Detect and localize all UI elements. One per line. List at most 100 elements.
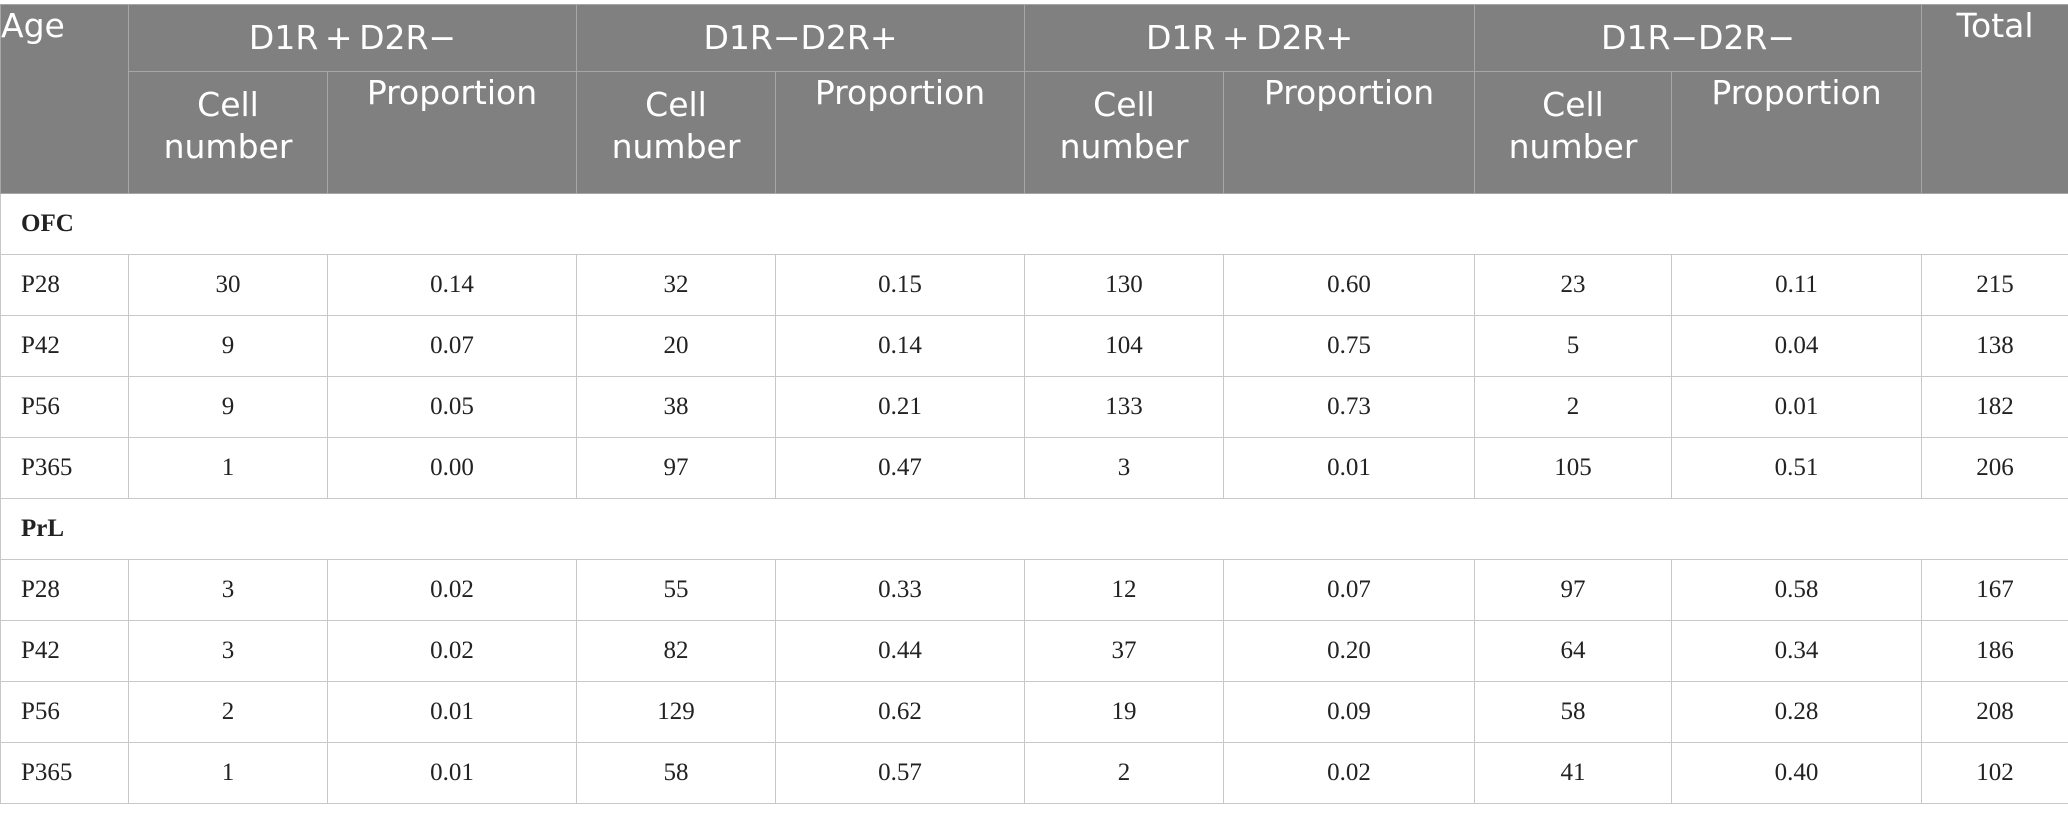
cell-number-cell: 133 bbox=[1024, 376, 1225, 438]
cell-number-cell: 9 bbox=[128, 315, 328, 377]
header-group-d1r-neg-d2r-neg: D1R−D2R− bbox=[1474, 4, 1923, 72]
age-cell: P365 bbox=[0, 437, 129, 499]
proportion-cell: 0.60 bbox=[1223, 254, 1476, 316]
cell-number-cell: 104 bbox=[1024, 315, 1225, 377]
cell-number-cell: 130 bbox=[1024, 254, 1225, 316]
age-cell: P28 bbox=[0, 254, 129, 316]
cell-number-cell: 3 bbox=[128, 559, 328, 621]
cell-number-cell: 5 bbox=[1474, 315, 1673, 377]
cell-number-cell: 12 bbox=[1024, 559, 1225, 621]
proportion-cell: 0.02 bbox=[327, 559, 577, 621]
cell-number-cell: 38 bbox=[576, 376, 776, 438]
proportion-cell: 0.40 bbox=[1671, 742, 1923, 804]
proportion-cell: 0.01 bbox=[327, 681, 577, 743]
proportion-cell: 0.57 bbox=[774, 742, 1026, 804]
cell-number-cell: 37 bbox=[1024, 620, 1225, 682]
total-cell: 167 bbox=[1921, 559, 2068, 621]
cell-number-cell: 55 bbox=[576, 559, 776, 621]
proportion-cell: 0.00 bbox=[327, 437, 577, 499]
age-cell: P365 bbox=[0, 742, 129, 804]
proportion-cell: 0.14 bbox=[327, 254, 577, 316]
total-cell: 102 bbox=[1921, 742, 2068, 804]
cell-number-cell: 129 bbox=[576, 681, 776, 743]
proportion-cell: 0.05 bbox=[327, 376, 577, 438]
cell-number-cell: 97 bbox=[576, 437, 776, 499]
cell-number-cell: 82 bbox=[576, 620, 776, 682]
total-cell: 206 bbox=[1921, 437, 2068, 499]
cell-number-cell: 2 bbox=[128, 681, 328, 743]
header-group-d1r-pos-d2r-neg: D1R + D2R− bbox=[128, 4, 577, 72]
section-label: OFC bbox=[0, 193, 2068, 255]
table-row: P42 3 0.02 82 0.44 37 0.20 64 0.34 186 bbox=[0, 620, 2068, 682]
table-row: P42 9 0.07 20 0.14 104 0.75 5 0.04 138 bbox=[0, 315, 2068, 377]
cell-number-cell: 64 bbox=[1474, 620, 1673, 682]
proportion-cell: 0.01 bbox=[327, 742, 577, 804]
cell-number-cell: 3 bbox=[128, 620, 328, 682]
table-row: P365 1 0.01 58 0.57 2 0.02 41 0.40 102 bbox=[0, 742, 2068, 804]
cell-number-cell: 1 bbox=[128, 742, 328, 804]
table-row: P365 1 0.00 97 0.47 3 0.01 105 0.51 206 bbox=[0, 437, 2068, 499]
cell-number-cell: 41 bbox=[1474, 742, 1673, 804]
proportion-cell: 0.34 bbox=[1671, 620, 1923, 682]
header-proportion: Proportion bbox=[1671, 71, 1923, 194]
proportion-cell: 0.14 bbox=[774, 315, 1026, 377]
section-row: PrL bbox=[0, 498, 2068, 560]
cell-number-cell: 2 bbox=[1024, 742, 1225, 804]
cell-number-cell: 23 bbox=[1474, 254, 1673, 316]
proportion-cell: 0.47 bbox=[774, 437, 1026, 499]
age-cell: P56 bbox=[0, 376, 129, 438]
proportion-cell: 0.07 bbox=[1223, 559, 1476, 621]
cell-number-cell: 9 bbox=[128, 376, 328, 438]
proportion-cell: 0.09 bbox=[1223, 681, 1476, 743]
data-table: Age D1R + D2R− D1R−D2R+ D1R + D2R+ D1R−D… bbox=[0, 4, 2068, 804]
section-label: PrL bbox=[0, 498, 2068, 560]
cell-number-cell: 32 bbox=[576, 254, 776, 316]
proportion-cell: 0.04 bbox=[1671, 315, 1923, 377]
proportion-cell: 0.73 bbox=[1223, 376, 1476, 438]
header-group-d1r-neg-d2r-pos: D1R−D2R+ bbox=[575, 4, 1026, 72]
total-cell: 215 bbox=[1921, 254, 2068, 316]
total-cell: 182 bbox=[1921, 376, 2068, 438]
header-cell-number: Cell number bbox=[1024, 71, 1225, 194]
section-row: OFC bbox=[0, 193, 2068, 255]
header-cell-number: Cell number bbox=[128, 71, 328, 194]
table-row: P28 30 0.14 32 0.15 130 0.60 23 0.11 215 bbox=[0, 254, 2068, 316]
proportion-cell: 0.51 bbox=[1671, 437, 1923, 499]
proportion-cell: 0.01 bbox=[1671, 376, 1923, 438]
cell-number-cell: 3 bbox=[1024, 437, 1225, 499]
table-row: P56 9 0.05 38 0.21 133 0.73 2 0.01 182 bbox=[0, 376, 2068, 438]
proportion-cell: 0.75 bbox=[1223, 315, 1476, 377]
proportion-cell: 0.01 bbox=[1223, 437, 1476, 499]
header-total: Total bbox=[1921, 4, 2068, 194]
header-group-d1r-pos-d2r-pos: D1R + D2R+ bbox=[1024, 4, 1476, 72]
header-cell-number: Cell number bbox=[576, 71, 776, 194]
proportion-cell: 0.62 bbox=[774, 681, 1026, 743]
cell-number-cell: 105 bbox=[1474, 437, 1673, 499]
proportion-cell: 0.15 bbox=[774, 254, 1026, 316]
proportion-cell: 0.11 bbox=[1671, 254, 1923, 316]
cell-number-cell: 20 bbox=[576, 315, 776, 377]
proportion-cell: 0.28 bbox=[1671, 681, 1923, 743]
cell-number-cell: 30 bbox=[128, 254, 328, 316]
age-cell: P56 bbox=[0, 681, 129, 743]
header-age: Age bbox=[0, 4, 129, 194]
table-row: P56 2 0.01 129 0.62 19 0.09 58 0.28 208 bbox=[0, 681, 2068, 743]
proportion-cell: 0.07 bbox=[327, 315, 577, 377]
header-proportion: Proportion bbox=[327, 71, 577, 194]
cell-number-cell: 19 bbox=[1024, 681, 1225, 743]
header-proportion: Proportion bbox=[774, 71, 1026, 194]
proportion-cell: 0.21 bbox=[774, 376, 1026, 438]
proportion-cell: 0.58 bbox=[1671, 559, 1923, 621]
total-cell: 186 bbox=[1921, 620, 2068, 682]
proportion-cell: 0.33 bbox=[774, 559, 1026, 621]
cell-number-cell: 58 bbox=[576, 742, 776, 804]
cell-number-cell: 1 bbox=[128, 437, 328, 499]
cell-number-cell: 97 bbox=[1474, 559, 1673, 621]
proportion-cell: 0.02 bbox=[1223, 742, 1476, 804]
age-cell: P42 bbox=[0, 620, 129, 682]
header-cell-number: Cell number bbox=[1474, 71, 1673, 194]
age-cell: P42 bbox=[0, 315, 129, 377]
proportion-cell: 0.44 bbox=[774, 620, 1026, 682]
table-row: P28 3 0.02 55 0.33 12 0.07 97 0.58 167 bbox=[0, 559, 2068, 621]
proportion-cell: 0.02 bbox=[327, 620, 577, 682]
